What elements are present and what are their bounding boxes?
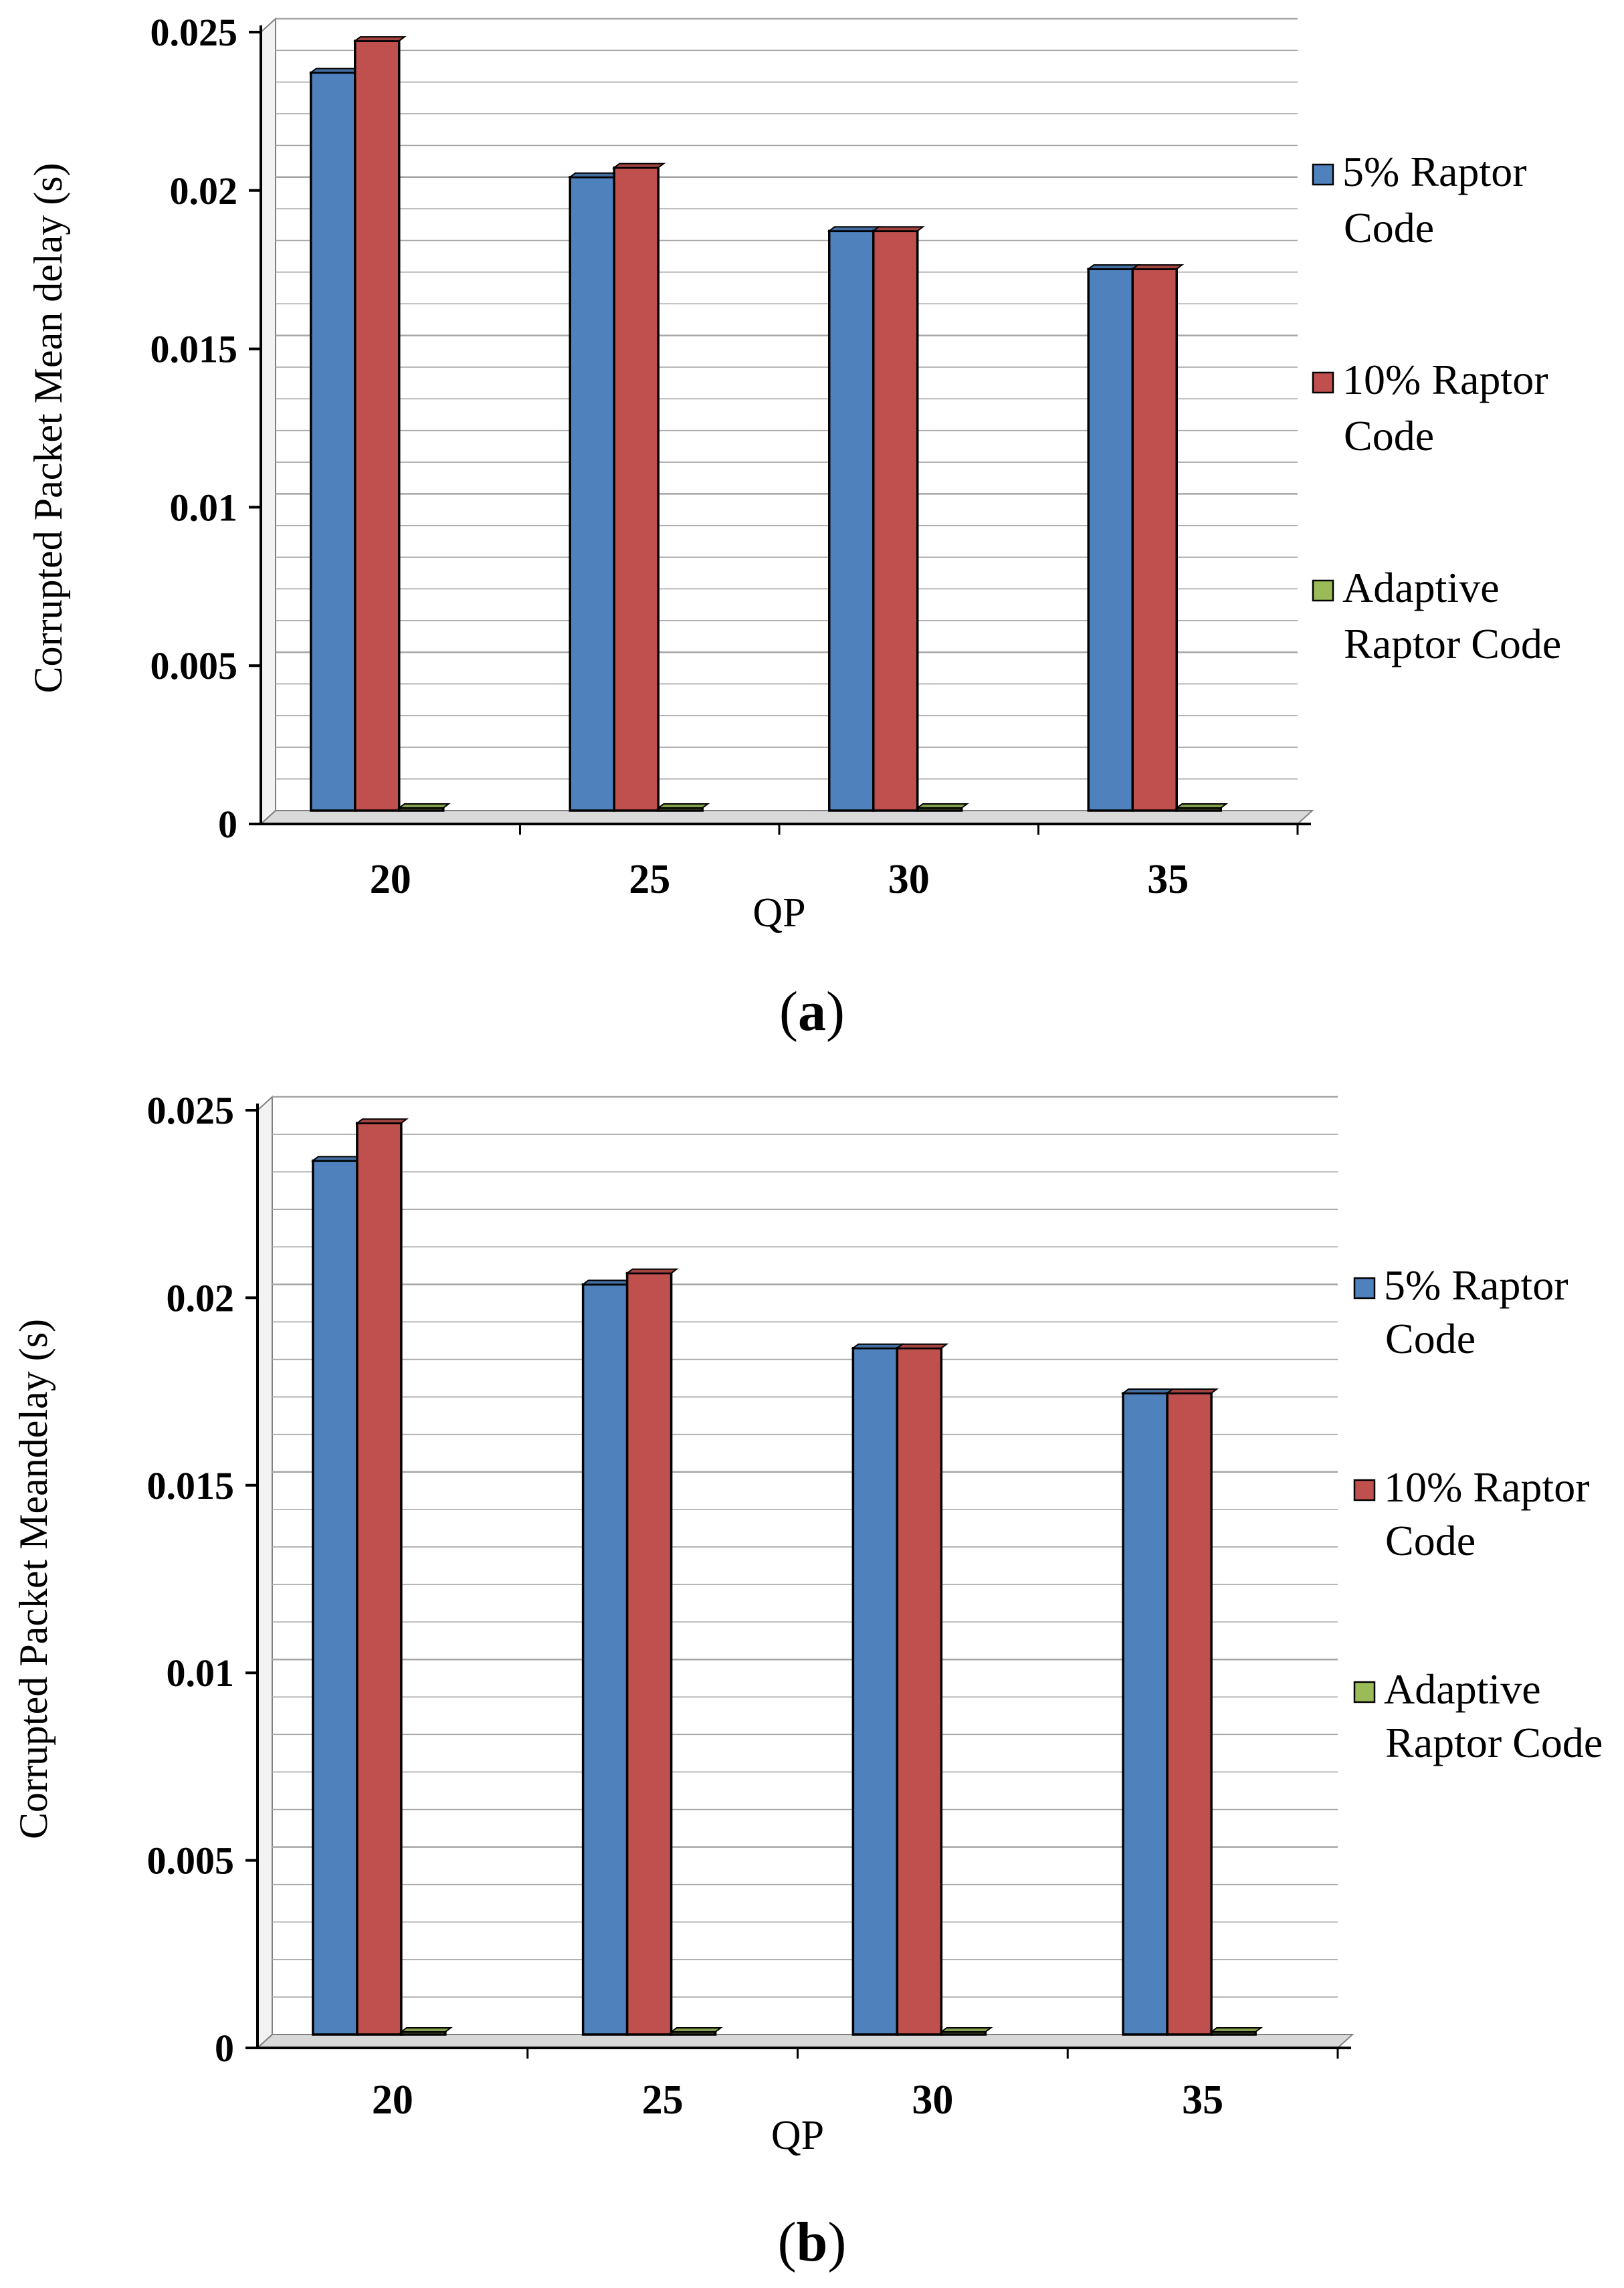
bar-2-35 [1166,1392,1213,2036]
legend-label: 10% Raptor [1384,1463,1590,1511]
y-tick-label: 0.015 [147,1464,235,1507]
y-axis-title: Corrupted Packet Meandelay (s) [11,1319,56,1839]
bar-top-1-30 [827,226,881,232]
legend-label: Raptor Code [1385,1719,1603,1766]
bar-2-30 [896,1346,943,2036]
side-wall [257,1095,273,2050]
x-tick-label: 20 [372,2077,413,2123]
legend-label: Adaptive [1384,1665,1541,1713]
bar-1-30 [851,1346,899,2036]
bar-2-30 [872,229,919,812]
legend-label: Code [1344,204,1434,251]
y-tick-label: 0.02 [167,1276,235,1320]
y-tick-label: 0.005 [150,644,238,688]
bar-top-2-35 [1130,264,1185,270]
y-tick-label: 0 [218,803,237,846]
x-tick-label: 25 [629,857,670,902]
legend-label: Code [1385,1517,1476,1564]
bar-top-2-20 [352,36,407,42]
legend-swatch [1312,163,1334,186]
legend-label: 5% Raptor [1384,1261,1568,1309]
bar-top-2-35 [1165,1388,1219,1394]
x-tick-label: 25 [642,2077,684,2123]
bar-top-3-30 [939,2027,993,2033]
chart-floor [256,2034,1354,2049]
bar-top-2-30 [871,226,925,232]
y-tick-label: 0.02 [170,169,238,213]
bar-top-2-30 [895,1343,949,1349]
bar-top-3-25 [656,803,710,809]
caption-open-paren: ( [779,980,798,1043]
bar-1-25 [569,176,615,812]
legend-label: Code [1385,1315,1476,1362]
x-axis-title: QP [752,890,805,936]
x-tick-label: 35 [1182,2077,1223,2123]
y-tick-label: 0.01 [170,486,238,529]
bar-top-3-35 [1209,2027,1263,2033]
bar-1-20 [310,71,357,812]
x-tick-label: 35 [1147,857,1189,902]
bar-top-1-20 [308,68,363,74]
bar-2-20 [354,39,401,812]
legend-swatch [1353,1681,1376,1703]
y-tick-label: 0.025 [147,1089,235,1132]
legend-label: Code [1344,412,1434,459]
bar-1-35 [1087,268,1134,812]
bar-top-3-20 [397,803,451,809]
y-tick-label: 0 [215,2026,234,2070]
bar-2-20 [356,1122,403,2036]
legend-label: Adaptive [1342,564,1500,611]
bar-top-1-30 [851,1343,905,1349]
caption-close-paren: ) [827,2211,846,2273]
bar-top-2-20 [354,1118,409,1124]
bar-top-1-25 [581,1279,635,1285]
legend-swatch [1312,371,1334,394]
bar-top-2-25 [612,163,666,169]
bar-2-35 [1131,268,1178,812]
bar-2-25 [613,166,659,812]
bar-top-3-25 [669,2027,723,2033]
legend-label: Raptor Code [1344,620,1561,667]
bar-1-35 [1122,1392,1169,2036]
bar-top-1-35 [1121,1388,1175,1394]
caption-close-paren: ) [826,980,845,1043]
x-tick-label: 30 [912,2077,953,2123]
y-tick-label: 0.025 [150,11,238,54]
bar-top-1-25 [568,172,622,178]
x-axis-title: QP [771,2113,824,2158]
x-tick-label: 20 [370,857,411,902]
panel-caption: (a) [779,980,845,1043]
legend-label: 5% Raptor [1342,148,1527,195]
caption-letter: b [797,2211,828,2273]
chart-floor [259,810,1314,825]
bar-top-2-25 [625,1268,679,1274]
bar-top-1-35 [1086,264,1140,270]
caption-letter: a [798,980,826,1043]
x-tick-label: 30 [888,857,930,902]
bar-top-1-20 [310,1156,365,1162]
bar-1-20 [312,1159,359,2036]
chart-panel-a: 0 0.005 0.01 0.015 0.02 0.025 20 25 30 35 Corrupte… [26,11,1561,1043]
legend-swatch [1353,1277,1376,1299]
bar-top-3-20 [399,2027,453,2033]
caption-open-paren: ( [778,2211,797,2273]
panel-caption: (b) [778,2211,847,2273]
bar-1-30 [828,229,875,812]
y-tick-label: 0.01 [167,1651,235,1695]
legend-label: 10% Raptor [1342,356,1548,403]
bar-1-25 [581,1283,629,2036]
chart-panel-b: 0 0.005 0.01 0.015 0.02 0.025 20 25 30 35 Corrupte… [11,1089,1603,2273]
side-wall [260,17,276,826]
bar-top-3-30 [915,803,969,809]
bar-top-3-35 [1175,803,1229,809]
legend-swatch [1312,579,1334,602]
y-tick-label: 0.015 [150,328,238,371]
legend-swatch [1353,1479,1376,1501]
bar-2-25 [625,1271,673,2036]
y-axis-title: Corrupted Packet Mean delay (s) [26,163,70,693]
y-tick-label: 0.005 [147,1839,235,1883]
